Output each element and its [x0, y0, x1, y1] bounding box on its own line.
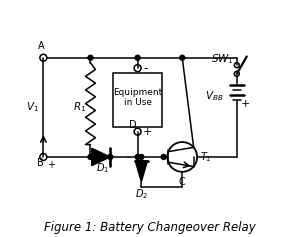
Text: $D_2$: $D_2$: [135, 187, 148, 201]
Polygon shape: [135, 161, 148, 182]
Text: D: D: [129, 120, 136, 130]
Text: $V_1$: $V_1$: [26, 100, 40, 114]
Text: $T_1$: $T_1$: [200, 150, 211, 164]
Text: Figure 1: Battery Changeover Relay: Figure 1: Battery Changeover Relay: [44, 221, 256, 234]
Circle shape: [135, 55, 140, 60]
Text: $D_1$: $D_1$: [96, 161, 110, 175]
Circle shape: [180, 55, 185, 60]
Text: $R_1$: $R_1$: [74, 100, 87, 114]
Text: -: -: [143, 62, 148, 75]
Text: Equipment
in Use: Equipment in Use: [113, 88, 162, 107]
Text: C: C: [179, 177, 186, 187]
Text: B: B: [38, 158, 44, 168]
Circle shape: [161, 155, 166, 160]
Circle shape: [135, 155, 140, 160]
Circle shape: [139, 155, 144, 160]
Circle shape: [108, 155, 113, 160]
Circle shape: [88, 55, 93, 60]
Text: $SW_1$: $SW_1$: [212, 52, 234, 66]
Text: +: +: [241, 99, 250, 109]
Circle shape: [88, 155, 93, 160]
FancyBboxPatch shape: [113, 73, 162, 127]
Text: A: A: [38, 41, 44, 51]
Text: +: +: [143, 127, 152, 137]
Text: +: +: [47, 160, 55, 170]
Polygon shape: [92, 148, 110, 166]
Text: $V_{BB}$: $V_{BB}$: [205, 89, 223, 103]
